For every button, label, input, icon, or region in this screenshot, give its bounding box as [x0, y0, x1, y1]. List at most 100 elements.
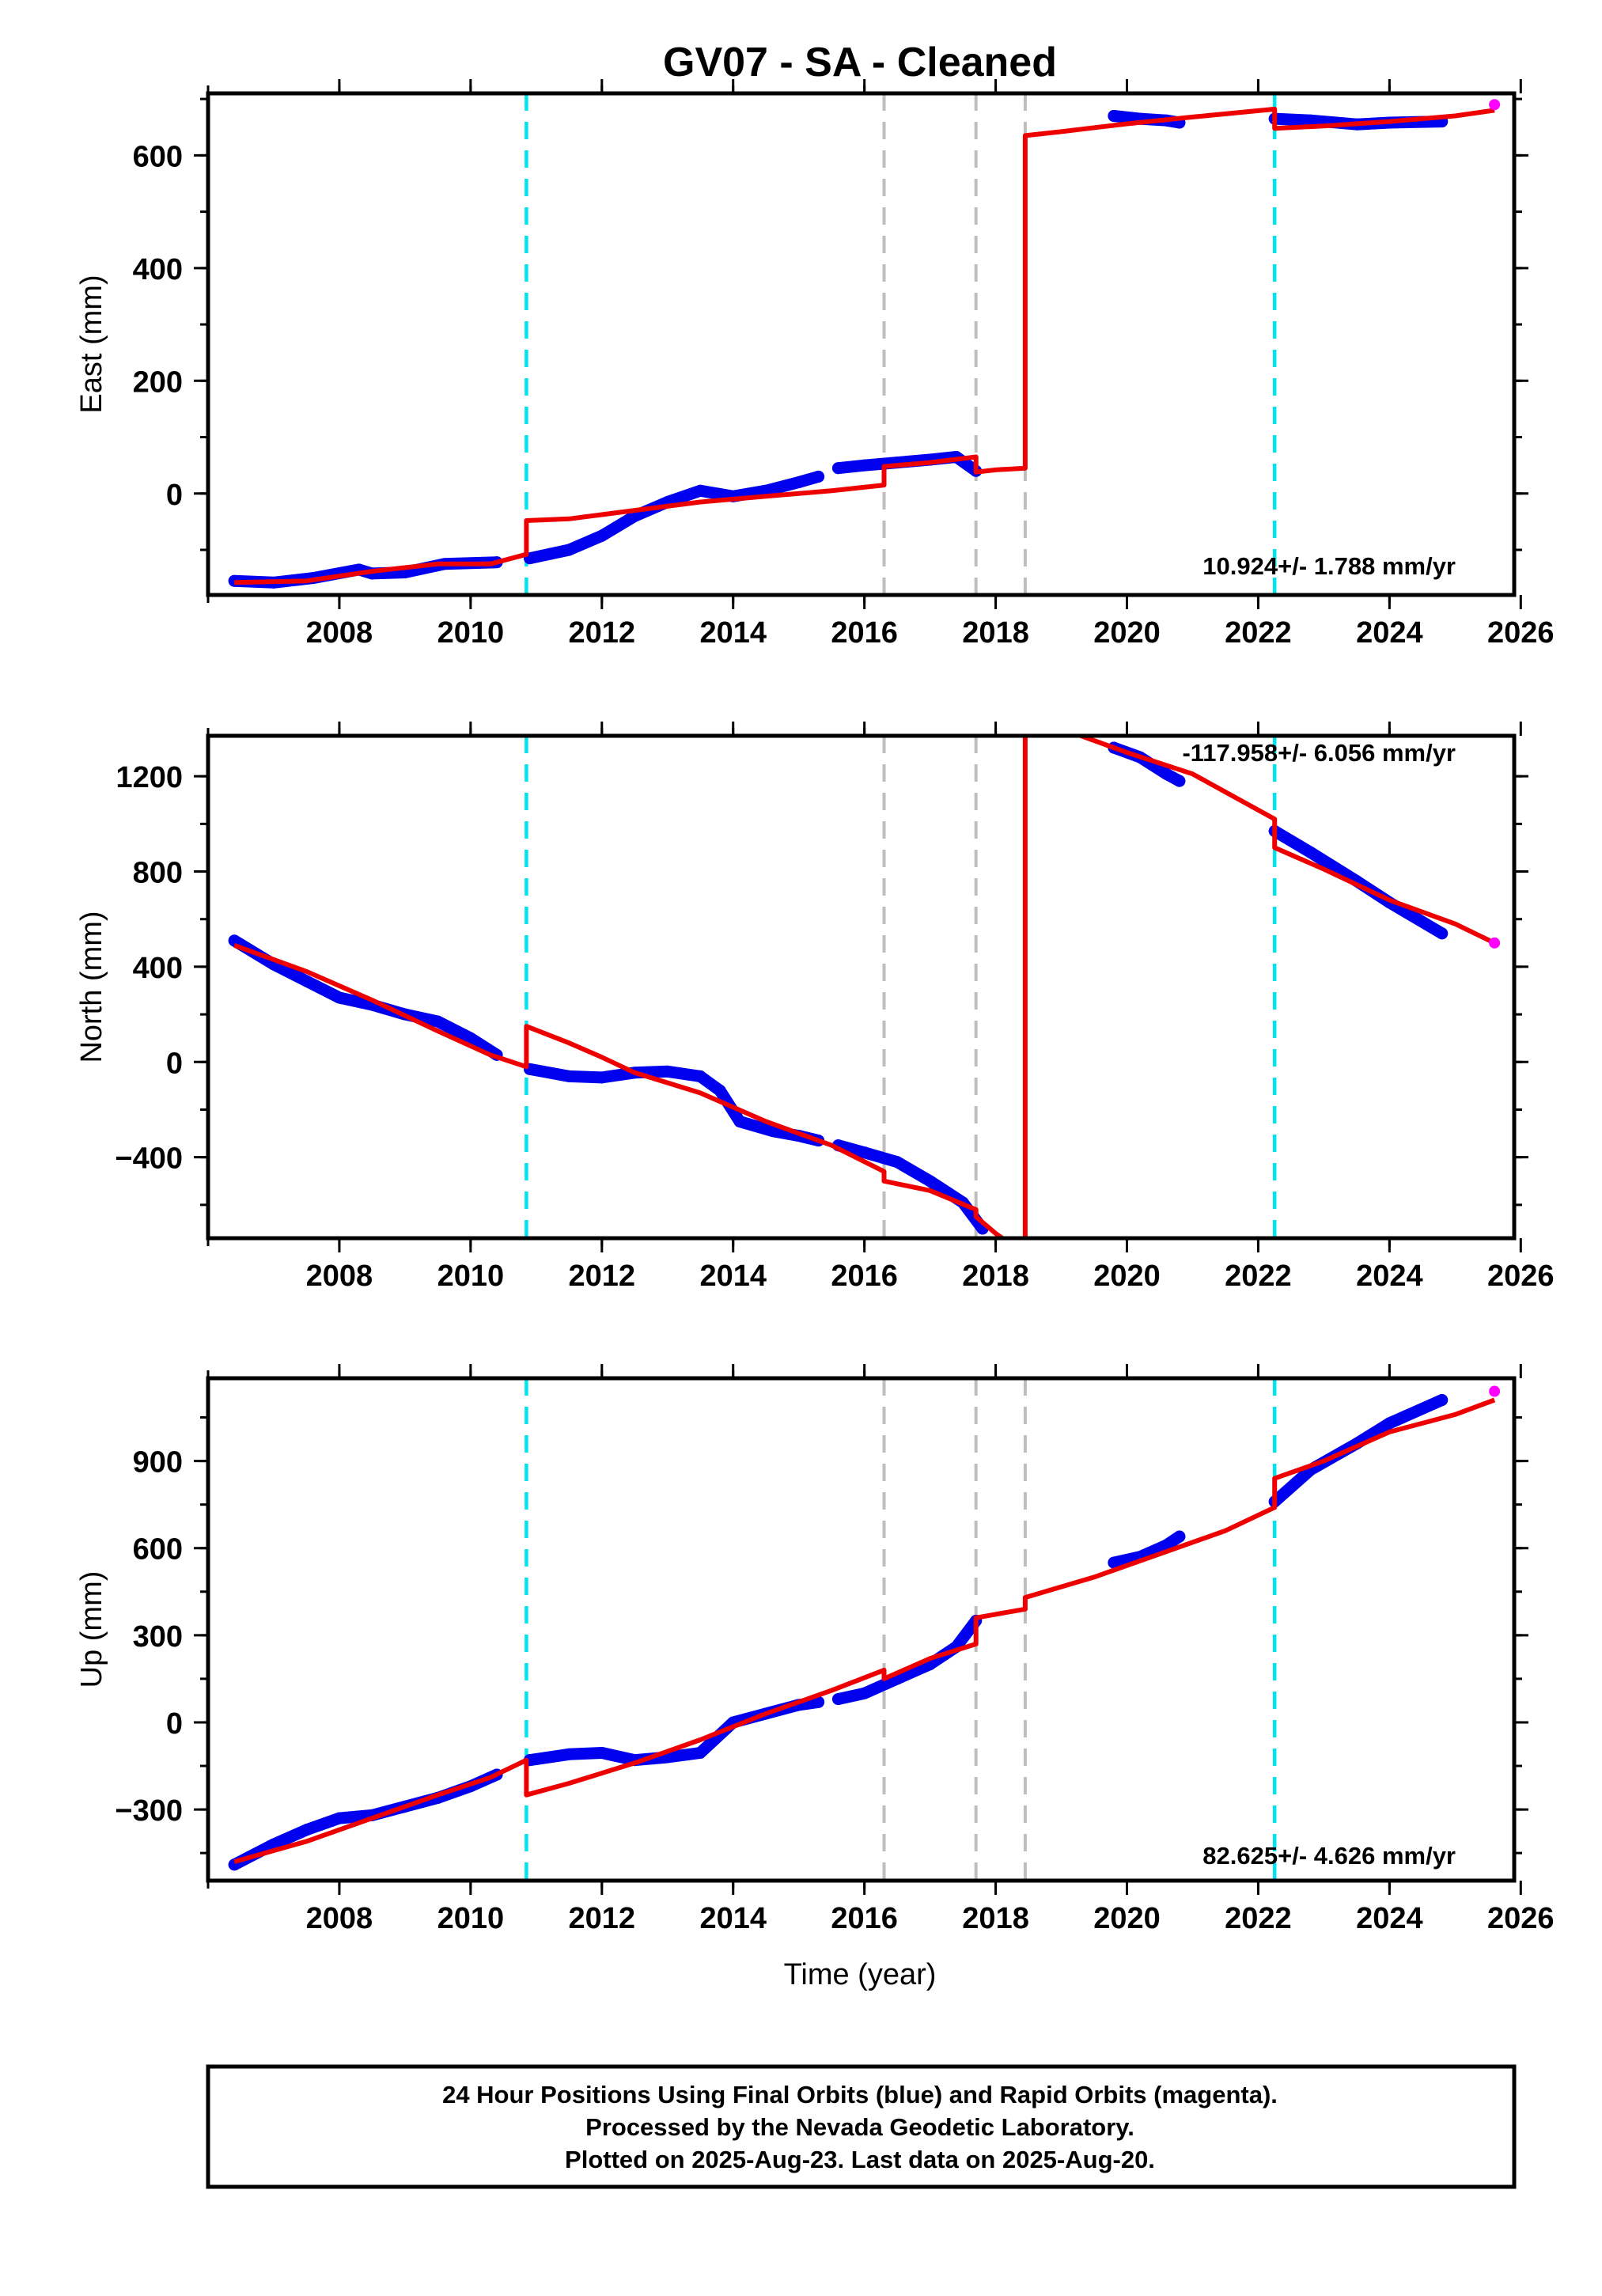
final-orbit-point — [661, 1065, 674, 1078]
y-tick-label: 0 — [166, 1047, 183, 1080]
x-tick-label: 2012 — [569, 616, 636, 650]
final-orbit-point — [267, 1838, 280, 1851]
y-tick-label: −400 — [115, 1142, 183, 1176]
final-orbit-point — [858, 459, 871, 472]
final-orbit-point — [694, 1746, 706, 1759]
plot-area — [228, 93, 1501, 595]
x-tick-label: 2020 — [1093, 616, 1161, 650]
final-orbit-point — [759, 484, 772, 497]
x-tick-label: 2022 — [1225, 1260, 1292, 1293]
final-orbit-point — [766, 1125, 778, 1138]
x-tick-label: 2016 — [831, 616, 898, 650]
x-tick-label: 2008 — [306, 1260, 373, 1293]
x-tick-label: 2010 — [437, 1902, 505, 1935]
final-orbit-point — [431, 1015, 444, 1028]
footer-line-3: Plotted on 2025-Aug-23. Last data on 202… — [565, 2146, 1155, 2173]
y-tick-label: 0 — [166, 479, 183, 512]
final-orbit-point — [812, 1695, 825, 1708]
x-tick-label: 2020 — [1093, 1260, 1161, 1293]
rate-label: 10.924+/- 1.788 mm/yr — [1202, 552, 1456, 580]
model-line — [234, 106, 1495, 585]
y-tick-label: 300 — [133, 1620, 183, 1654]
x-tick-label: 2024 — [1356, 1902, 1423, 1935]
final-orbit-point — [1160, 767, 1172, 780]
x-tick-label: 2016 — [831, 1902, 898, 1935]
x-tick-label: 2010 — [437, 1260, 505, 1293]
x-tick-label: 2026 — [1487, 1902, 1555, 1935]
final-orbit-point — [1108, 109, 1120, 122]
x-tick-label: 2026 — [1487, 1260, 1555, 1293]
x-tick-label: 2012 — [569, 1260, 636, 1293]
plot-area — [228, 1378, 1501, 1881]
rate-label: -117.958+/- 6.056 mm/yr — [1182, 739, 1456, 767]
x-tick-label: 2022 — [1225, 1902, 1292, 1935]
x-tick-label: 2020 — [1093, 1902, 1161, 1935]
x-tick-label: 2018 — [962, 1902, 1029, 1935]
y-axis-label: Up (mm) — [75, 1571, 108, 1688]
final-orbit-point — [733, 1116, 746, 1128]
x-tick-label: 2024 — [1356, 616, 1423, 650]
final-orbit-point — [1436, 927, 1449, 940]
x-axis-label: Time (year) — [784, 1958, 937, 1991]
final-orbit-point — [858, 1687, 871, 1699]
final-orbit-point — [300, 1824, 312, 1836]
final-orbit-point — [596, 1071, 608, 1084]
final-orbit-point — [812, 470, 825, 483]
final-orbit-series — [1108, 1530, 1186, 1569]
final-orbit-series — [524, 470, 825, 565]
y-tick-label: −300 — [115, 1794, 183, 1828]
x-tick-label: 2014 — [699, 1902, 767, 1935]
final-orbit-point — [1436, 1394, 1449, 1407]
final-orbit-point — [562, 1070, 575, 1082]
final-orbit-point — [562, 1748, 575, 1760]
final-orbit-point — [596, 529, 608, 542]
x-tick-label: 2016 — [831, 1260, 898, 1293]
y-axis-label: East (mm) — [75, 275, 108, 413]
x-tick-label: 2014 — [699, 1260, 767, 1293]
final-orbit-point — [1173, 775, 1186, 787]
x-tick-label: 2008 — [306, 1902, 373, 1935]
footer-line-2: Processed by the Nevada Geodetic Laborat… — [585, 2113, 1134, 2141]
final-orbit-point — [714, 1084, 726, 1097]
final-orbit-point — [300, 975, 312, 987]
final-orbit-point — [793, 476, 805, 489]
footer-box — [206, 2064, 1517, 2189]
panel-frame — [206, 91, 1517, 597]
x-tick-label: 2018 — [962, 1260, 1029, 1293]
final-orbit-point — [464, 1032, 477, 1044]
rapid-orbit-point — [1489, 1385, 1501, 1397]
y-tick-label: 400 — [133, 253, 183, 286]
x-tick-label: 2010 — [437, 616, 505, 650]
final-orbit-point — [333, 991, 346, 1004]
footer-line-1: 24 Hour Positions Using Final Orbits (bl… — [442, 2081, 1278, 2108]
rapid-orbit-point — [1489, 937, 1501, 949]
x-tick-label: 2022 — [1225, 616, 1292, 650]
plot-area — [228, 736, 1501, 1238]
final-orbit-point — [831, 1693, 844, 1706]
final-orbit-point — [1305, 114, 1317, 127]
model-line — [233, 1397, 1496, 1864]
y-tick-label: 600 — [133, 140, 183, 173]
final-orbit-point — [333, 1812, 346, 1824]
y-tick-label: 600 — [133, 1533, 183, 1567]
x-tick-label: 2008 — [306, 616, 373, 650]
panels-group: 2008 2010 2012 2014 2016 2018 2020 2022 2024 2026… — [75, 79, 1555, 1935]
y-axis-label: North (mm) — [75, 911, 108, 1063]
y-tick-label: 200 — [133, 366, 183, 399]
final-orbit-point — [562, 544, 575, 556]
final-orbit-point — [596, 1746, 608, 1759]
final-orbit-point — [1383, 1417, 1396, 1430]
y-tick-label: 900 — [133, 1446, 183, 1480]
y-tick-label: 800 — [133, 857, 183, 890]
final-orbit-point — [694, 1070, 706, 1082]
final-orbit-point — [1173, 1530, 1186, 1543]
x-tick-label: 2014 — [699, 616, 767, 650]
y-tick-label: 0 — [166, 1707, 183, 1741]
final-orbit-point — [228, 934, 240, 947]
chart-title: GV07 - SA - Cleaned — [663, 40, 1057, 85]
x-tick-label: 2012 — [569, 1902, 636, 1935]
y-tick-label: 400 — [133, 952, 183, 985]
final-orbit-point — [1108, 1556, 1120, 1569]
